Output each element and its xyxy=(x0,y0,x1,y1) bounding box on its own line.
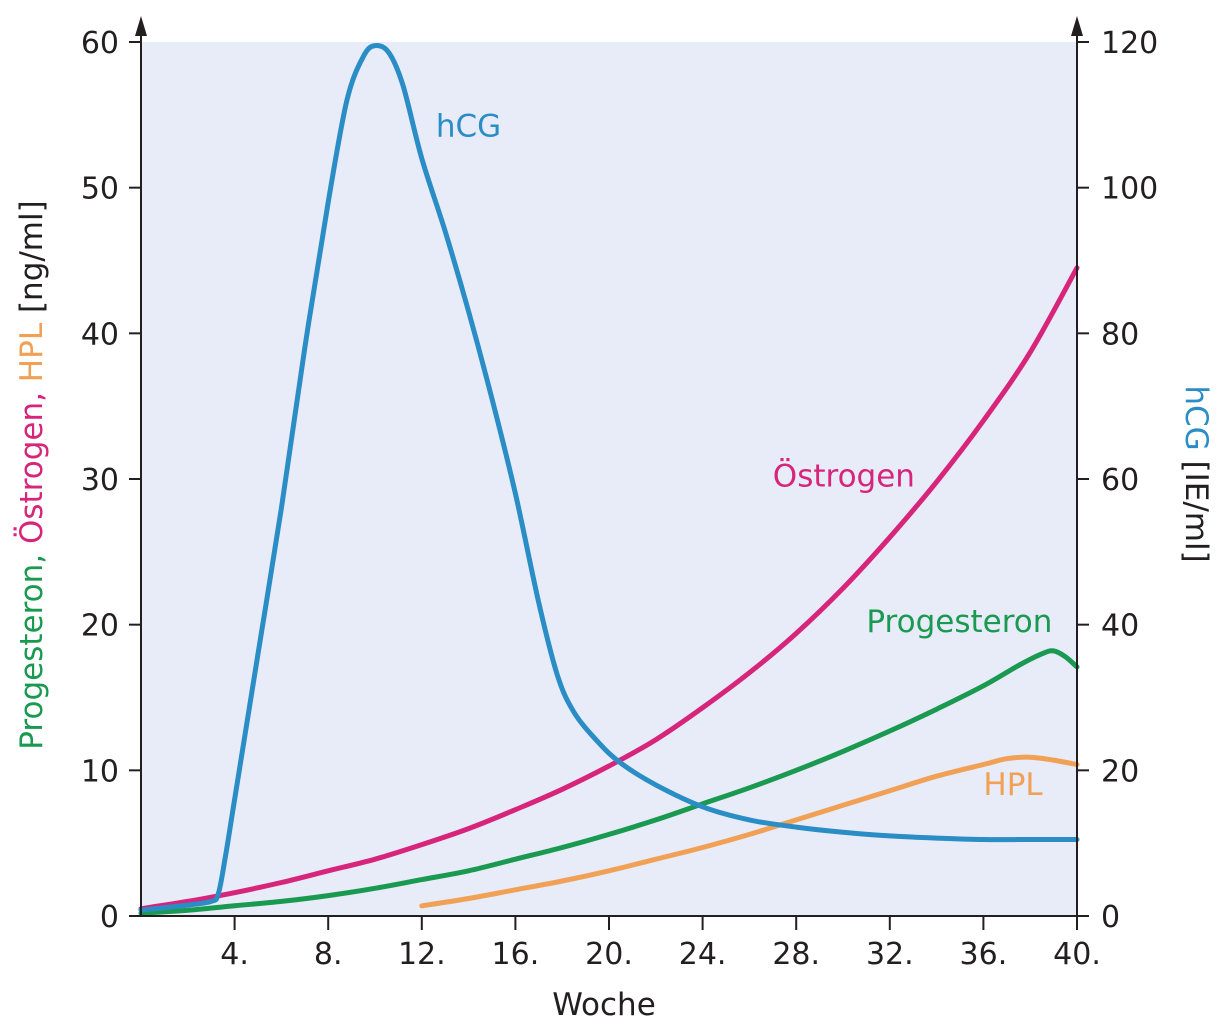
series-line-oestrogen xyxy=(138,265,1080,912)
x-tick-label: 20. xyxy=(585,937,633,972)
series-line-hpl xyxy=(419,754,1080,909)
x-tick-label: 32. xyxy=(866,937,914,972)
y-left-axis-title: Progesteron, Östrogen, HPL [ng/ml] xyxy=(13,200,50,749)
x-tick-label: 4. xyxy=(220,937,249,972)
series-label-oestrogen: Östrogen xyxy=(773,457,915,494)
y-right-tick-label: 20 xyxy=(1101,754,1139,789)
y-right-tick-label: 120 xyxy=(1101,26,1158,61)
y-right-axis-title-part: [IE/ml] xyxy=(1178,451,1214,563)
y-left-tick-label: 50 xyxy=(81,172,119,207)
y-right-axis-title: hCG [IE/ml] xyxy=(1178,385,1214,562)
series-label-progesteron: Progesteron xyxy=(866,604,1052,640)
x-tick-label: 16. xyxy=(492,937,540,972)
y-left-axis-title-part: Progesteron, xyxy=(14,544,50,750)
axes-group xyxy=(129,16,1089,930)
labels-group: 4. 8. 12. 16. 20. 24. 28. 32. 36. 40.010203040506… xyxy=(13,26,1214,1023)
x-tick-label: 8. xyxy=(314,937,343,972)
series-line-hcg xyxy=(138,42,1080,913)
x-tick-label: 12. xyxy=(398,937,446,972)
y-right-axis-title-part: hCG xyxy=(1178,385,1214,450)
x-tick-label: 40. xyxy=(1053,937,1101,972)
y-right-tick-label: 40 xyxy=(1101,609,1139,644)
y-axis-right-arrow-icon xyxy=(1071,16,1083,36)
y-left-tick-label: 60 xyxy=(81,26,119,61)
y-right-tick-label: 0 xyxy=(1101,900,1120,935)
y-left-axis-title-part: Östrogen, xyxy=(13,382,50,544)
plot-background xyxy=(141,42,1077,916)
y-left-axis-title-part: [ng/ml] xyxy=(14,200,50,323)
x-axis-title: Woche xyxy=(552,987,656,1023)
series-group xyxy=(138,42,1080,916)
series-line-progesteron xyxy=(138,648,1080,916)
x-tick-label: 24. xyxy=(679,937,727,972)
y-axis-left-arrow-icon xyxy=(135,16,147,36)
y-left-axis-title-part: HPL xyxy=(14,322,50,382)
y-right-tick-label: 80 xyxy=(1101,317,1139,352)
y-right-tick-label: 60 xyxy=(1101,463,1139,498)
series-label-hpl: HPL xyxy=(983,767,1043,803)
y-left-tick-label: 40 xyxy=(81,317,119,352)
x-tick-label: 36. xyxy=(960,937,1008,972)
series-label-hcg: hCG xyxy=(436,109,501,145)
y-left-tick-label: 10 xyxy=(81,754,119,789)
y-left-tick-label: 20 xyxy=(81,609,119,644)
y-left-tick-label: 30 xyxy=(81,463,119,498)
y-left-tick-label: 0 xyxy=(100,900,119,935)
y-right-tick-label: 100 xyxy=(1101,172,1158,207)
x-tick-label: 28. xyxy=(772,937,820,972)
